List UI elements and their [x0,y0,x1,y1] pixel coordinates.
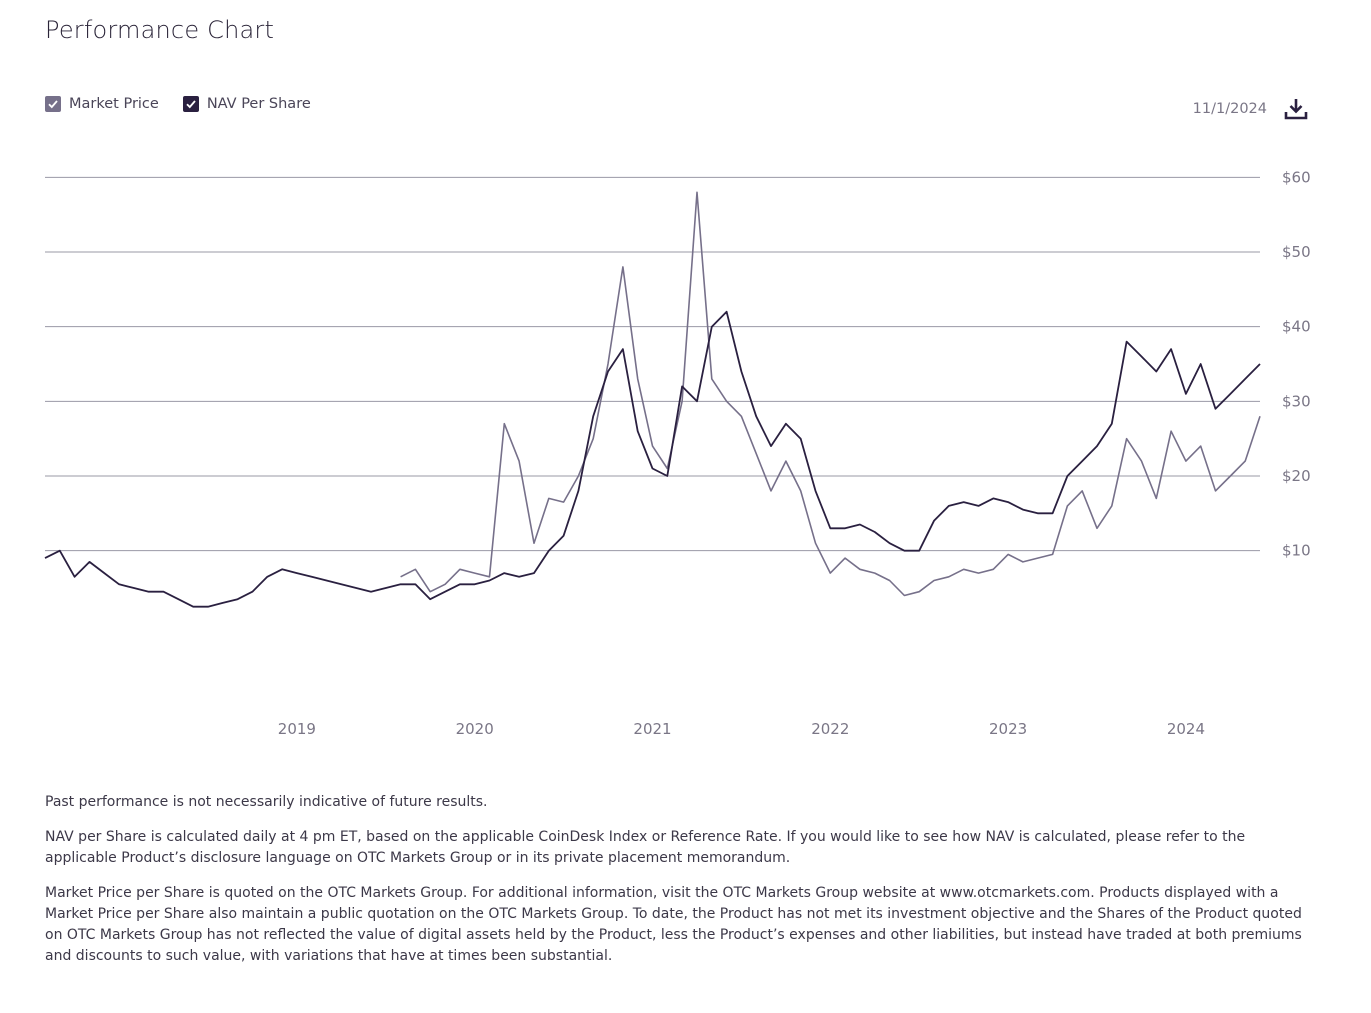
market-price-checkbox[interactable] [45,96,61,112]
legend-label-nav-per-share: NAV Per Share [206,96,311,112]
y-tick-label: $10 [1282,542,1311,560]
y-tick-label: $30 [1282,392,1311,410]
footnote-market-price: Market Price per Share is quoted on the … [45,885,1302,964]
y-tick-label: $40 [1282,318,1311,336]
nav-per-share-line [44,310,1261,608]
market-price-line [400,191,1261,597]
y-tick-label: $50 [1282,243,1311,261]
x-axis-labels: 2019 2020 2021 2022 2023 2024 [278,720,1205,738]
chart-legend: Market Price NAV Per Share [45,96,311,112]
y-axis-labels: $10 $20 $30 $40 $50 $60 [1282,168,1311,559]
checkmark-icon [48,100,58,109]
legend-label-market-price: Market Price [69,96,159,112]
x-tick-label: 2024 [1167,720,1205,738]
nav-per-share-checkbox[interactable] [182,96,199,112]
page-title: Performance Chart [45,16,275,44]
x-tick-label: 2022 [811,720,849,738]
y-tick-label: $20 [1282,467,1311,485]
footnotes: Past performance is not necessarily indi… [45,792,1307,981]
checkmark-icon [186,100,196,109]
x-tick-label: 2020 [456,720,494,738]
download-icon [1284,99,1308,120]
as-of-date: 11/1/2024 [1192,101,1267,117]
performance-chart: $10$20$30$40$50$60 2019 2020 2021 2022 2023 2… [44,168,1311,738]
x-tick-label: 2021 [633,720,671,738]
footnote-past-performance: Past performance is not necessarily indi… [45,794,488,810]
y-tick-label: $60 [1282,168,1311,186]
x-tick-label: 2023 [989,720,1027,738]
footnote-nav-per-share: NAV per Share is calculated daily at 4 p… [45,829,1246,866]
download-button[interactable] [1283,96,1309,122]
chart-toolbar: 11/1/2024 [1193,96,1309,122]
x-tick-label: 2019 [278,720,316,738]
legend-item-nav-per-share[interactable]: NAV Per Share [182,96,311,112]
chart-gridlines [45,176,1260,552]
legend-item-market-price[interactable]: Market Price [45,96,159,112]
chart-series [44,191,1261,608]
